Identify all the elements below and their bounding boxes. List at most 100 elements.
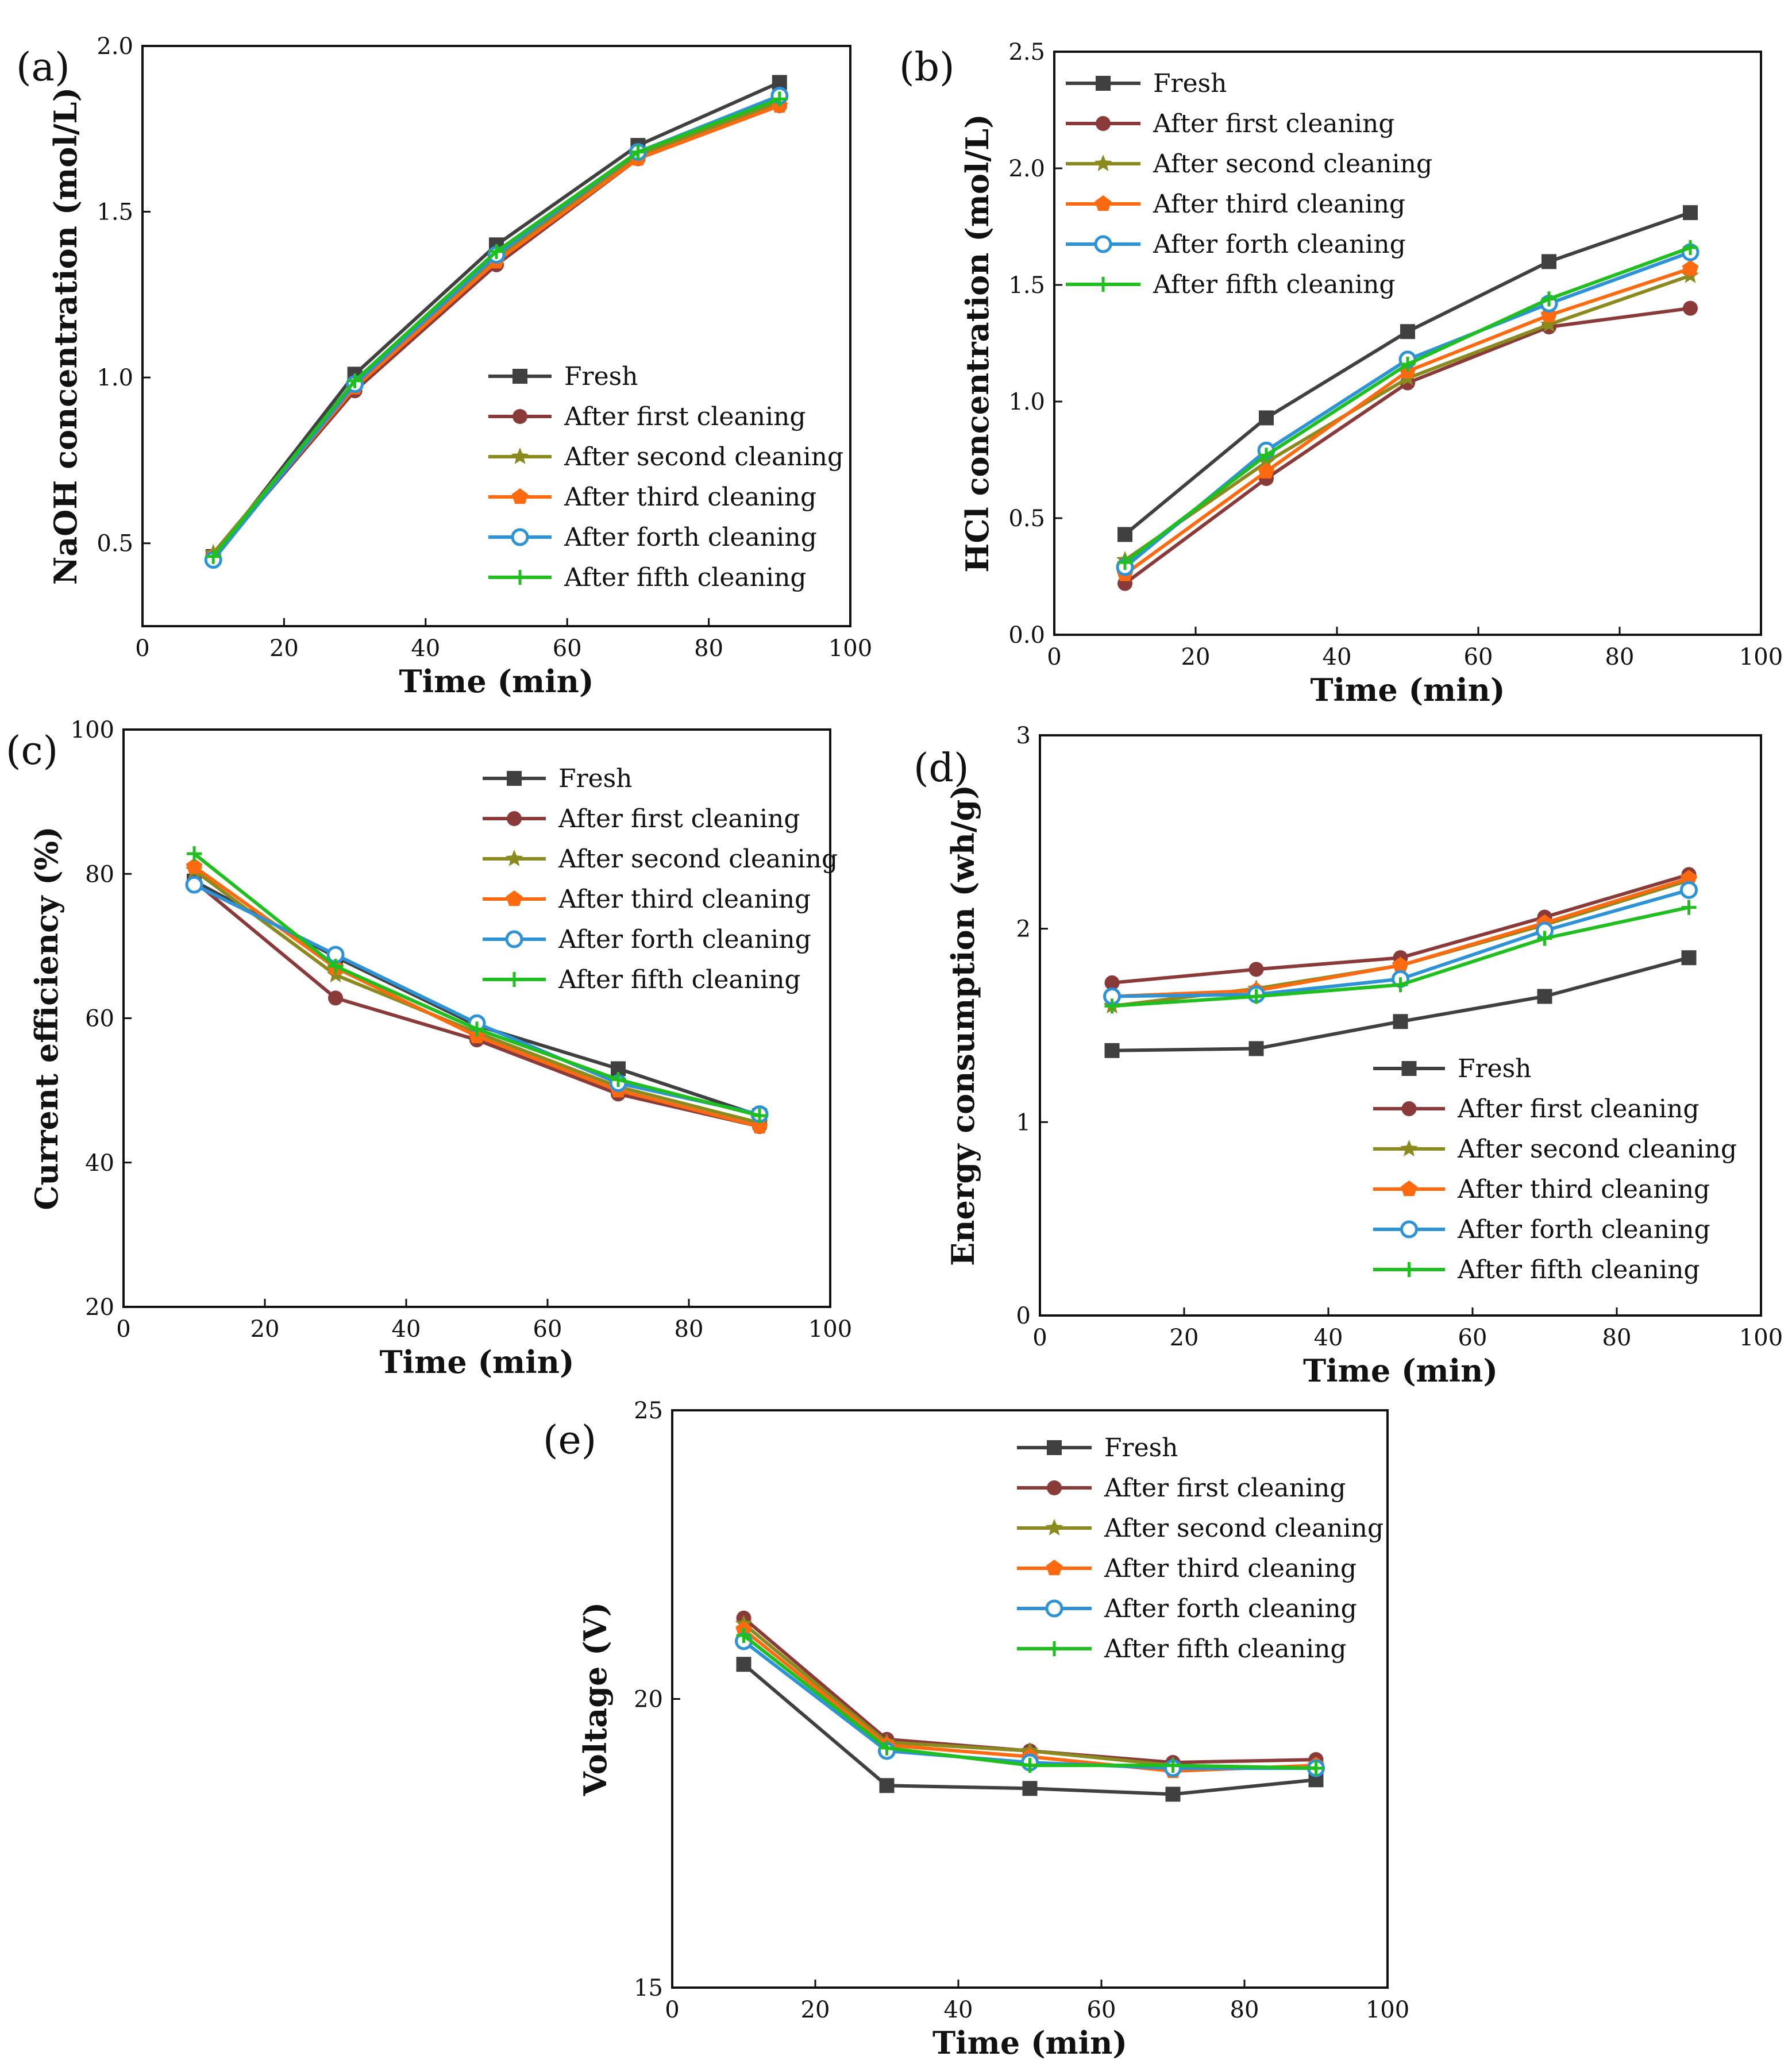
x-tick-label: 80 xyxy=(1602,1325,1632,1351)
data-point xyxy=(1117,555,1132,570)
data-point xyxy=(1683,205,1698,221)
data-point xyxy=(1680,881,1698,899)
panel-label: (c) xyxy=(6,728,58,774)
x-tick-label: 60 xyxy=(1458,1325,1487,1351)
y-tick-label: 25 xyxy=(634,1398,663,1424)
legend-entry: After first cleaning xyxy=(564,402,806,431)
data-point xyxy=(1117,527,1132,542)
plot-frame xyxy=(141,45,851,627)
x-tick-label: 20 xyxy=(1170,1325,1199,1351)
data-point xyxy=(1400,357,1415,372)
panel-label: (d) xyxy=(914,746,969,791)
x-tick-label: 0 xyxy=(1047,644,1061,670)
y-tick-label: 0.0 xyxy=(1008,622,1045,649)
x-tick-label: 20 xyxy=(1181,644,1211,670)
data-point xyxy=(1022,1758,1038,1773)
data-point xyxy=(1681,900,1697,915)
legend-marker xyxy=(505,930,523,948)
y-tick-label: 1.0 xyxy=(1008,389,1045,415)
y-tick-label: 20 xyxy=(634,1687,663,1713)
data-point xyxy=(752,1108,767,1124)
data-point xyxy=(772,91,787,107)
data-point xyxy=(879,1778,895,1793)
data-point xyxy=(1248,962,1264,977)
legend-entry: After forth cleaning xyxy=(558,925,811,954)
y-tick-label: 2.5 xyxy=(1008,39,1045,65)
legend-marker xyxy=(507,811,522,826)
series-6 xyxy=(736,1627,1324,1776)
data-point xyxy=(328,959,343,974)
data-point xyxy=(736,1657,752,1672)
legend-marker xyxy=(1400,1140,1418,1156)
legend-entry: Fresh xyxy=(1458,1054,1532,1083)
y-tick-label: 100 xyxy=(71,717,114,743)
data-point xyxy=(1393,1014,1408,1029)
panel-label: (e) xyxy=(543,1418,596,1463)
data-point xyxy=(1248,989,1264,1004)
data-point xyxy=(469,1021,484,1037)
x-tick-label: 0 xyxy=(116,1316,130,1343)
y-axis-title: HCl concentration (mol/L) xyxy=(959,114,996,572)
x-tick-label: 100 xyxy=(1366,1997,1409,2023)
series-6 xyxy=(187,846,767,1124)
data-point xyxy=(1393,977,1408,993)
x-tick-label: 20 xyxy=(269,635,299,662)
x-tick-label: 40 xyxy=(411,635,440,662)
legend-entry: Fresh xyxy=(558,764,633,793)
y-tick-label: 40 xyxy=(85,1150,114,1176)
data-point xyxy=(1681,950,1697,966)
y-tick-label: 2 xyxy=(1016,916,1031,943)
legend-marker xyxy=(1094,235,1112,253)
data-point xyxy=(186,858,203,874)
data-point xyxy=(1541,291,1556,307)
series-6 xyxy=(1117,240,1698,570)
x-tick-label: 20 xyxy=(801,1997,830,2023)
data-point xyxy=(879,1740,895,1756)
legend-marker xyxy=(505,850,523,866)
legend-marker xyxy=(1096,76,1111,91)
legend-entry: Fresh xyxy=(1104,1433,1178,1463)
series-6 xyxy=(1104,900,1697,1014)
legend-entry: After forth cleaning xyxy=(1457,1215,1710,1244)
data-point xyxy=(187,846,202,862)
y-tick-label: 1.0 xyxy=(97,365,133,391)
legend-marker xyxy=(506,890,523,906)
y-axis-title: Energy consumption (wh/g) xyxy=(945,785,981,1266)
legend-entry: After third cleaning xyxy=(1153,190,1405,219)
data-point xyxy=(1400,324,1415,340)
legend-entry: After second cleaning xyxy=(564,442,843,472)
x-tick-label: 100 xyxy=(1739,1325,1783,1351)
x-tick-label: 20 xyxy=(251,1316,280,1343)
series-1 xyxy=(1104,950,1697,1058)
legend-marker xyxy=(511,448,529,464)
legend-marker xyxy=(1401,1262,1417,1277)
legend-entry: After third cleaning xyxy=(558,885,811,914)
data-point xyxy=(1537,989,1552,1004)
legend-entry: After second cleaning xyxy=(1104,1514,1383,1543)
legend-marker xyxy=(1401,1101,1417,1116)
legend-entry: After first cleaning xyxy=(1153,109,1395,138)
legend-marker xyxy=(1401,1181,1417,1197)
series-6 xyxy=(206,91,787,564)
data-point xyxy=(1681,870,1697,886)
legend-entry: Fresh xyxy=(564,362,638,391)
series-1 xyxy=(1117,205,1698,542)
y-tick-label: 1.5 xyxy=(1008,272,1045,299)
legend-entry: After second cleaning xyxy=(558,844,838,874)
y-tick-label: 1.5 xyxy=(97,199,133,226)
legend-entry: After fifth cleaning xyxy=(564,563,807,592)
legend-entry: After forth cleaning xyxy=(1104,1594,1357,1623)
data-point xyxy=(1104,1043,1120,1058)
x-axis-title: Time (min) xyxy=(1303,1352,1498,1389)
legend-entry: After forth cleaning xyxy=(1153,230,1406,259)
x-tick-label: 100 xyxy=(1739,644,1783,670)
legend-entry: After first cleaning xyxy=(558,804,800,834)
x-tick-label: 0 xyxy=(1032,1325,1047,1351)
x-tick-label: 40 xyxy=(1314,1325,1343,1351)
legend-marker xyxy=(1096,116,1111,131)
y-axis-title: Voltage (V) xyxy=(577,1602,614,1796)
chart-panel-5: (e) 0 20 40 60 80 100 15 20 25 Time (min) Voltage (… xyxy=(543,1398,1409,2060)
legend-entry: After second cleaning xyxy=(1153,149,1432,179)
legend-marker xyxy=(1400,1220,1418,1239)
data-point xyxy=(489,244,504,259)
